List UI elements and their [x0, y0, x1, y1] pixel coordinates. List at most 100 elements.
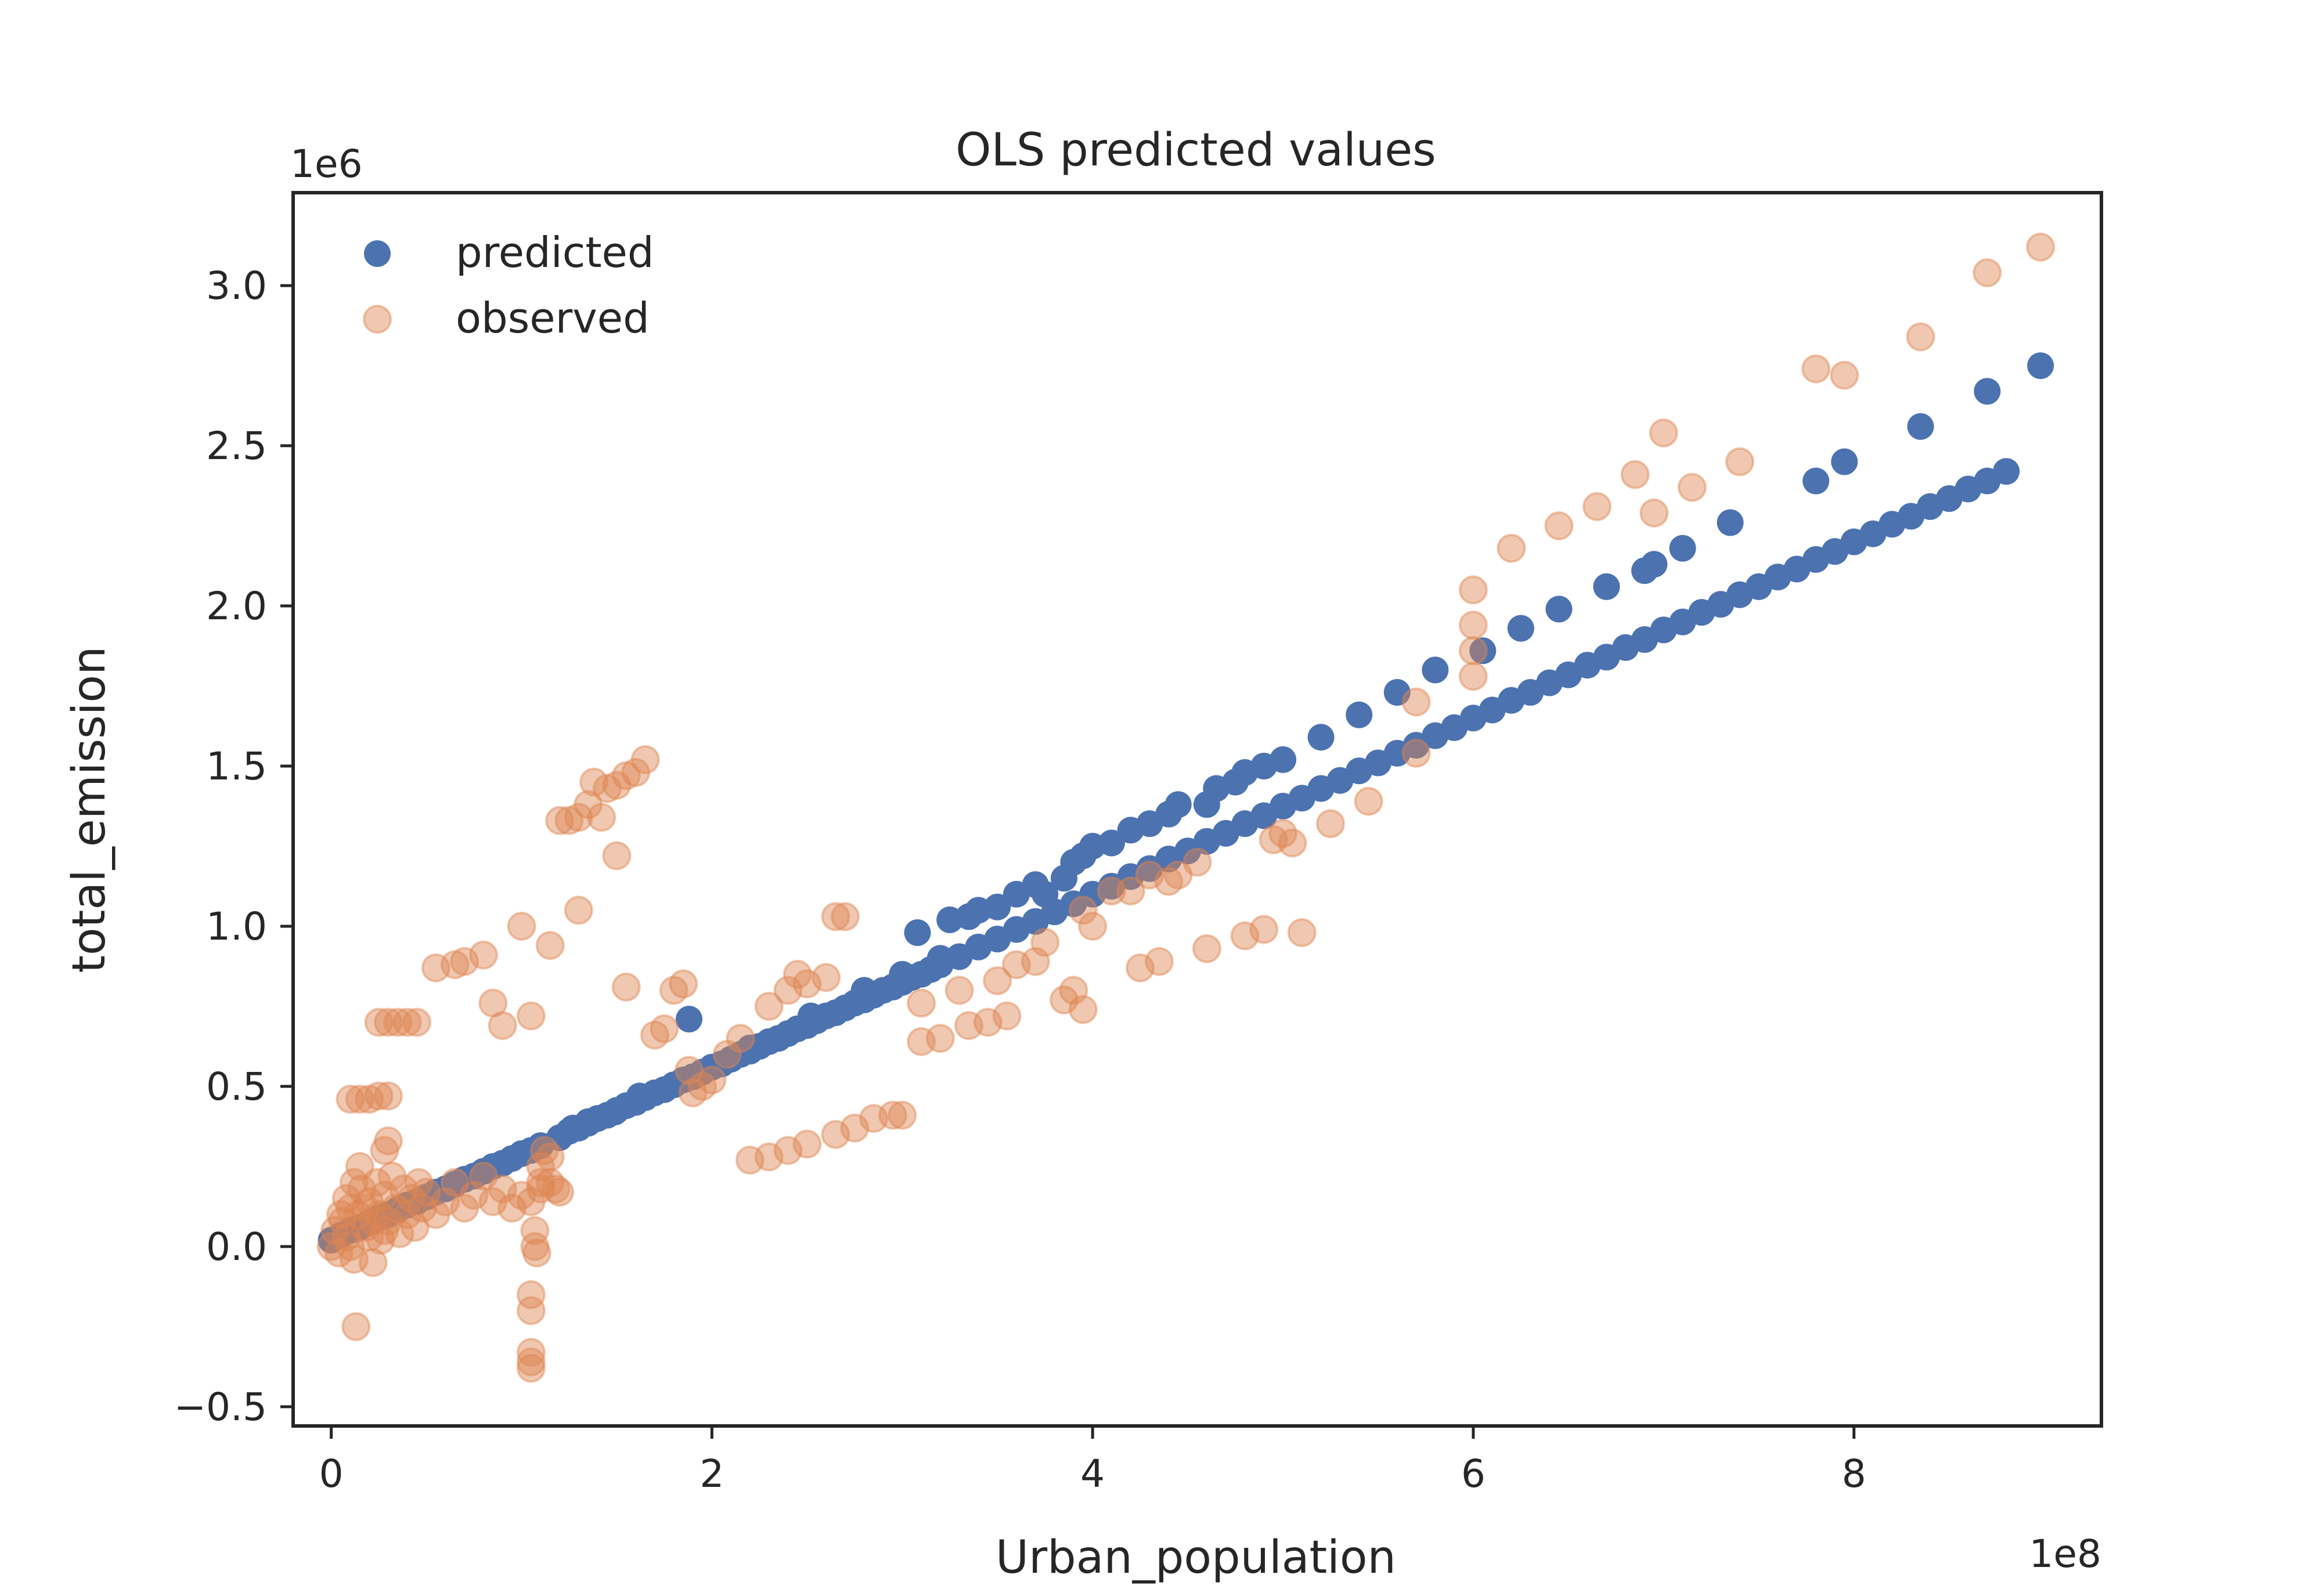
x-axis-label: Urban_population [996, 1532, 1396, 1584]
observed-point [526, 1174, 556, 1204]
observed-point [792, 1129, 822, 1159]
observed-point [697, 1065, 727, 1095]
y-tick-label: −0.5 [174, 1385, 267, 1429]
observed-point [925, 1024, 955, 1053]
series-predicted [318, 352, 2054, 1254]
observed-point [320, 1216, 350, 1245]
observed-point [516, 1296, 546, 1326]
observed-point [1278, 828, 1307, 858]
observed-point [370, 1216, 399, 1245]
observed-point [735, 1145, 765, 1175]
observed-point [1725, 447, 1754, 476]
observed-point [1097, 876, 1126, 906]
y-tick-label: 3.0 [206, 263, 267, 308]
predicted-point [1831, 448, 1858, 475]
predicted-point [889, 961, 916, 988]
observed-point [1582, 492, 1612, 521]
observed-point [754, 1142, 784, 1172]
observed-point [529, 1136, 559, 1165]
predicted-point [984, 893, 1011, 920]
observed-point [783, 959, 812, 989]
x-axis-ticks: 0 2 4 6 8 [319, 1426, 1866, 1496]
observed-point [1544, 511, 1574, 540]
legend: predicted observed [363, 228, 654, 342]
observed-point [370, 1136, 399, 1165]
observed-point [1458, 575, 1488, 605]
observed-point [1639, 498, 1669, 528]
legend-label-predicted: predicted [456, 228, 654, 277]
observed-point [675, 1056, 704, 1085]
observed-point [507, 912, 536, 941]
observed-point [450, 947, 479, 976]
observed-point [1801, 354, 1831, 384]
observed-point [385, 1219, 414, 1248]
observed-point [370, 1180, 399, 1210]
y-tick-label: 2.5 [206, 424, 267, 468]
observed-point [328, 1206, 358, 1236]
observed-point [522, 1238, 551, 1268]
predicted-point [601, 1099, 629, 1126]
observed-point [1678, 472, 1707, 502]
x-tick-label: 6 [1461, 1451, 1485, 1496]
observed-point [878, 1100, 907, 1130]
observed-point [1030, 927, 1060, 957]
plot-marks [316, 232, 2056, 1383]
observed-point [1316, 809, 1345, 839]
observed-point [1002, 950, 1031, 980]
observed-point [1973, 258, 2002, 287]
observed-point [535, 1168, 565, 1197]
observed-point [579, 767, 609, 797]
observed-point [450, 1193, 479, 1223]
predicted-point [1469, 637, 1497, 665]
y-tick-label: 0.0 [206, 1225, 267, 1269]
observed-point [478, 988, 508, 1018]
observed-point [421, 1200, 450, 1229]
observed-point [954, 1011, 983, 1041]
observed-point [351, 1193, 380, 1223]
observed-point [726, 1024, 755, 1053]
observed-point [1144, 947, 1174, 976]
observed-point [364, 1081, 394, 1111]
observed-point [345, 1085, 374, 1114]
predicted-point [676, 1006, 702, 1032]
observed-point [526, 1168, 556, 1197]
observed-point [1497, 533, 1526, 563]
observed-point [343, 1200, 373, 1229]
predicted-point [1383, 679, 1411, 706]
observed-point [381, 1193, 411, 1223]
observed-point [488, 1011, 517, 1041]
observed-point [1126, 953, 1155, 983]
observed-point [373, 1126, 403, 1156]
observed-point [331, 1222, 361, 1252]
observed-point [944, 976, 974, 1005]
observed-point [554, 806, 584, 835]
observed-point [516, 1280, 546, 1309]
predicted-point [1507, 615, 1534, 642]
observed-point [1230, 921, 1260, 951]
observed-point [545, 1178, 575, 1207]
observed-point [888, 1100, 917, 1130]
predicted-point [1346, 701, 1373, 728]
observed-point [1154, 866, 1184, 896]
observed-point [402, 1008, 432, 1037]
observed-point [1259, 825, 1288, 854]
observed-point [859, 1104, 889, 1133]
observed-point [421, 953, 450, 983]
observed-point [650, 1014, 679, 1043]
observed-point [611, 972, 641, 1002]
predicted-point [1907, 413, 1934, 440]
observed-point [1268, 818, 1298, 848]
observed-point [364, 1200, 394, 1229]
observed-point [564, 803, 593, 832]
observed-point [535, 931, 565, 961]
observed-point [431, 1187, 460, 1216]
observed-point [1906, 322, 1935, 352]
observed-point [347, 1174, 376, 1204]
observed-point [516, 1187, 546, 1216]
observed-point [1135, 860, 1164, 890]
predicted-point [1993, 458, 2020, 485]
observed-point [535, 1142, 565, 1172]
observed-point [1830, 360, 1859, 390]
observed-point [355, 1222, 384, 1252]
